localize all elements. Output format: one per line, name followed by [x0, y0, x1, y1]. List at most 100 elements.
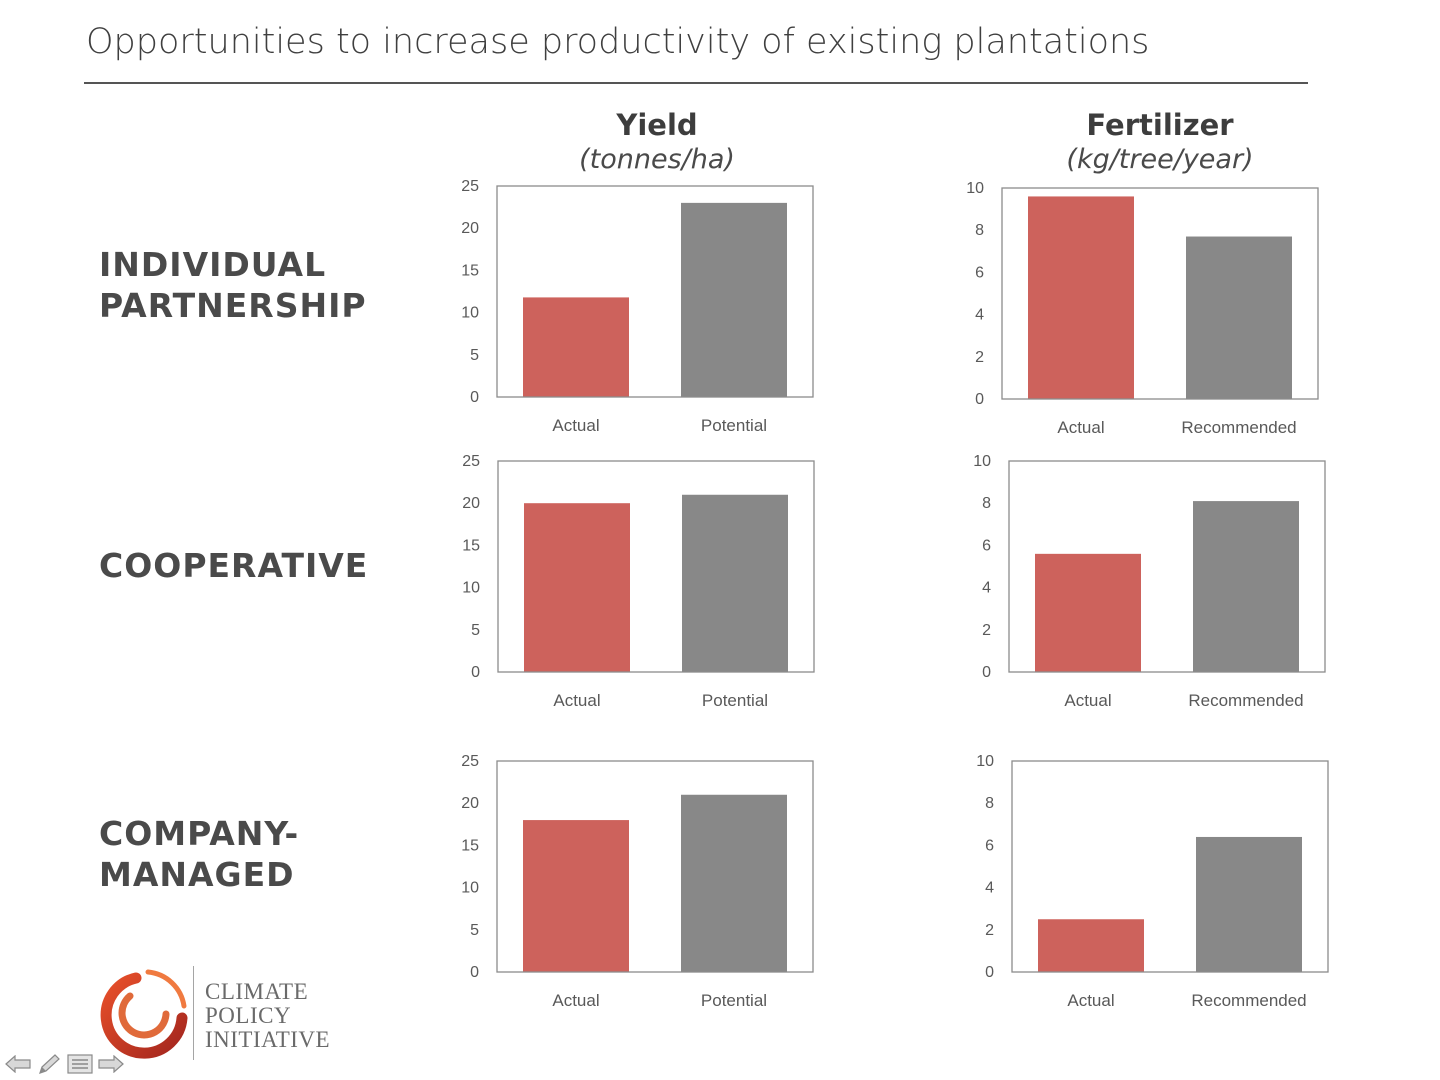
y-tick-label: 6: [982, 537, 991, 554]
y-tick-label: 10: [461, 880, 479, 897]
cpi-logo-wordmark: CLIMATE POLICY INITIATIVE: [205, 980, 330, 1052]
y-tick-label: 15: [462, 537, 480, 554]
chart-fertilizer-company: 0 2 4 6 8 10 Actual Recommended: [955, 751, 1375, 1021]
chart-yield-company: 0 5 10 15 20 25 Actual Potential: [440, 751, 860, 1021]
plot-frame: [496, 760, 814, 973]
bar-chart-svg: 0 5 10 15 20 25 Actual Potential: [461, 178, 814, 435]
x-category-label: Recommended: [1191, 991, 1306, 1010]
y-tick-label: 20: [461, 795, 479, 812]
bar-actual: [1038, 919, 1144, 972]
logo-divider: [193, 966, 194, 1060]
bar-chart-svg: 0 2 4 6 8 10 Actual Recommended: [973, 453, 1326, 710]
bar-actual: [523, 820, 629, 972]
x-category-label: Potential: [701, 416, 767, 435]
y-tick-label: 5: [470, 922, 479, 939]
bar-actual: [523, 297, 629, 397]
y-tick-label: 4: [982, 580, 991, 597]
y-tick-label: 6: [985, 837, 994, 854]
cpi-logo-mark-icon: [100, 969, 188, 1059]
x-category-label: Recommended: [1181, 418, 1296, 437]
y-tick-label: 10: [973, 453, 991, 470]
column-header-yield-title: Yield: [616, 108, 698, 142]
column-header-fertilizer-title: Fertilizer: [1086, 108, 1234, 142]
x-category-label: Actual: [552, 991, 599, 1010]
row-label-line: PARTNERSHIP: [99, 286, 367, 325]
y-tick-label: 10: [976, 753, 994, 770]
column-header-fertilizer-unit: (kg/tree/year): [1066, 144, 1254, 175]
bar-chart-svg: 0 5 10 15 20 25 Actual Potential: [462, 453, 815, 710]
y-tick-label: 20: [462, 495, 480, 512]
y-tick-label: 4: [985, 880, 994, 897]
y-tick-label: 2: [985, 922, 994, 939]
y-tick-label: 20: [461, 220, 479, 237]
plot-frame: [1011, 760, 1329, 973]
column-header-fertilizer: Fertilizer (kg/tree/year): [1010, 108, 1310, 175]
x-category-label: Recommended: [1188, 691, 1303, 710]
y-tick-label: 10: [461, 305, 479, 322]
row-label-cooperative: COOPERATIVE: [99, 545, 368, 586]
y-tick-label: 4: [975, 307, 984, 324]
row-label-individual-partnership: INDIVIDUAL PARTNERSHIP: [99, 244, 367, 326]
plot-frame: [497, 460, 815, 673]
slide-title: Opportunities to increase productivity o…: [86, 22, 1150, 62]
bar-potential: [681, 794, 787, 972]
chart-fertilizer-individual: 0 2 4 6 8 10 Actual Recommended: [945, 178, 1365, 448]
x-category-label: Potential: [701, 991, 767, 1010]
y-tick-label: 8: [975, 222, 984, 239]
y-tick-label: 10: [462, 580, 480, 597]
bar-chart-svg: 0 2 4 6 8 10 Actual Recommended: [966, 180, 1319, 437]
column-header-yield: Yield (tonnes/ha): [507, 108, 807, 175]
y-tick-label: 10: [966, 180, 984, 197]
y-tick-label: 8: [982, 495, 991, 512]
slide-navigation: [4, 1052, 125, 1076]
plot-frame: [1008, 460, 1326, 673]
y-tick-label: 25: [461, 753, 479, 770]
bar-potential: [682, 494, 788, 672]
logo-line: INITIATIVE: [205, 1027, 331, 1052]
bar-actual: [524, 503, 630, 672]
bar-recommended: [1186, 236, 1292, 399]
bar-chart-svg: 0 2 4 6 8 10 Actual Recommended: [976, 753, 1329, 1010]
y-tick-label: 0: [982, 664, 991, 681]
bar-potential: [681, 202, 787, 397]
x-category-label: Actual: [553, 691, 600, 710]
plot-frame: [1001, 187, 1319, 400]
bar-recommended: [1193, 501, 1299, 672]
y-tick-label: 0: [985, 964, 994, 981]
cpi-logo: [96, 966, 346, 1062]
y-tick-label: 8: [985, 795, 994, 812]
menu-icon[interactable]: [66, 1052, 94, 1076]
row-label-line: COOPERATIVE: [99, 546, 369, 585]
forward-arrow-icon[interactable]: [97, 1052, 125, 1076]
y-tick-label: 0: [975, 391, 984, 408]
bar-chart-svg: 0 5 10 15 20 25 Actual Potential: [461, 753, 814, 1010]
logo-line: POLICY: [205, 1003, 292, 1028]
y-tick-label: 5: [470, 347, 479, 364]
bar-actual: [1028, 196, 1134, 399]
row-label-line: MANAGED: [99, 855, 295, 894]
plot-frame: [496, 185, 814, 398]
x-category-label: Actual: [1067, 991, 1114, 1010]
y-tick-label: 2: [975, 349, 984, 366]
y-tick-label: 15: [461, 262, 479, 279]
column-header-yield-unit: (tonnes/ha): [579, 144, 735, 175]
chart-yield-cooperative: 0 5 10 15 20 25 Actual Potential: [441, 451, 861, 721]
y-tick-label: 25: [461, 178, 479, 195]
x-category-label: Actual: [552, 416, 599, 435]
y-tick-label: 15: [461, 837, 479, 854]
y-tick-label: 25: [462, 453, 480, 470]
back-arrow-icon[interactable]: [4, 1052, 32, 1076]
y-tick-label: 0: [471, 664, 480, 681]
bar-recommended: [1196, 836, 1302, 972]
chart-fertilizer-cooperative: 0 2 4 6 8 10 Actual Recommended: [952, 451, 1372, 721]
y-tick-label: 0: [470, 964, 479, 981]
logo-line: CLIMATE: [205, 979, 309, 1004]
y-tick-label: 2: [982, 622, 991, 639]
pen-icon[interactable]: [35, 1052, 63, 1076]
row-label-company-managed: COMPANY- MANAGED: [99, 813, 299, 895]
y-tick-label: 6: [975, 264, 984, 281]
bar-actual: [1035, 553, 1141, 672]
title-divider: [84, 82, 1308, 84]
chart-yield-individual: 0 5 10 15 20 25 Actual Potential: [440, 176, 860, 446]
x-category-label: Actual: [1064, 691, 1111, 710]
